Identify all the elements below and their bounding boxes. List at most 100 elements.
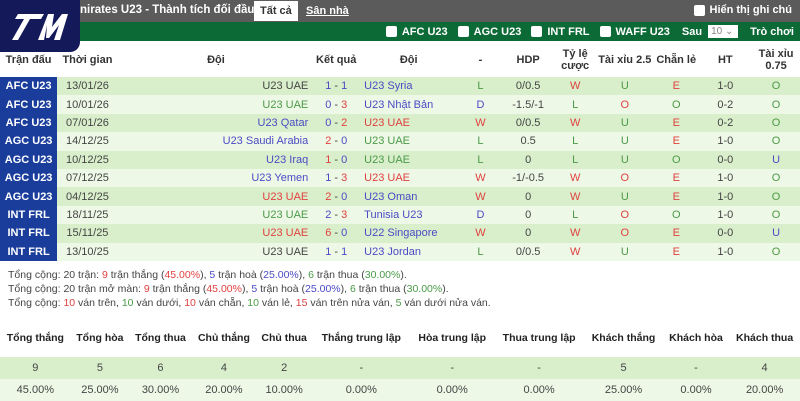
home-score: 2 bbox=[325, 135, 332, 148]
games-link[interactable]: Trò chơi bbox=[750, 25, 794, 38]
league-badge: AGC U23 bbox=[0, 132, 58, 151]
site-logo bbox=[0, 0, 80, 52]
checkbox[interactable] bbox=[599, 26, 611, 37]
table-row[interactable]: AGC U23 04/12/25 U23 UAE 2 - 0 U23 Oman W 0 W U E… bbox=[0, 187, 800, 206]
filter-bar: AFC U23 AGC U23 INT FRL WAFF U23 Sau 10 … bbox=[0, 22, 800, 41]
over-under-0-75: O bbox=[752, 77, 800, 96]
summary-segment: 6 bbox=[308, 269, 314, 281]
score-separator: - bbox=[331, 245, 342, 258]
odd-even: E bbox=[653, 113, 699, 133]
league-badge: AGC U23 bbox=[0, 187, 58, 206]
filter-agc-u23[interactable]: AGC U23 bbox=[457, 26, 521, 38]
totals-header: Tổng hòa bbox=[76, 332, 124, 344]
match-date: 07/01/26 bbox=[57, 113, 118, 133]
over-under-0-75: O bbox=[752, 113, 800, 133]
result: L bbox=[459, 77, 502, 96]
summary-segment: ), bbox=[298, 269, 309, 281]
title-bar: nirates U23 - Thành tích đối đầu Tất cả … bbox=[0, 0, 800, 22]
over-under-2-5: O bbox=[595, 224, 654, 243]
odd-even: O bbox=[653, 150, 699, 169]
tab-home[interactable]: Sân nhà bbox=[306, 5, 349, 17]
table-row[interactable]: AFC U23 07/01/26 U23 Qatar 0 - 2 U23 UAE W 0/0… bbox=[0, 113, 800, 133]
away-team: U23 UAE bbox=[358, 150, 460, 169]
table-row[interactable]: INT FRL 15/11/25 U23 UAE 6 - 0 U22 Singapore… bbox=[0, 224, 800, 243]
table-row[interactable]: INT FRL 18/11/25 U23 UAE 2 - 3 Tunisia U23 D 0… bbox=[0, 205, 800, 225]
odds-result: W bbox=[554, 77, 596, 96]
table-row[interactable]: AFC U23 10/01/26 U23 UAE 0 - 3 U23 Nhật Bản D… bbox=[0, 95, 800, 114]
away-score: 1 bbox=[341, 80, 348, 93]
half-time-score: 1-0 bbox=[698, 132, 753, 151]
half-time-score: 1-0 bbox=[698, 187, 753, 206]
checkbox[interactable] bbox=[531, 26, 543, 37]
league-badge: INT FRL bbox=[0, 205, 58, 225]
half-time-score: 1-0 bbox=[698, 168, 753, 188]
totals-percent: 20.00% bbox=[191, 379, 257, 401]
totals-count: 6 bbox=[129, 357, 192, 379]
over-under-0-75: O bbox=[752, 205, 800, 225]
summary-segment: trận thua ( bbox=[313, 269, 365, 281]
score-separator: - bbox=[331, 153, 342, 166]
home-team: U23 UAE bbox=[117, 187, 315, 206]
totals-count: 4 bbox=[191, 357, 257, 379]
over-under-0-75: U bbox=[752, 150, 800, 169]
filter-waff-u23[interactable]: WAFF U23 bbox=[599, 26, 670, 38]
over-under-0-75: U bbox=[752, 224, 800, 243]
result: W bbox=[459, 113, 502, 133]
column-header: Trận đấu bbox=[5, 53, 52, 66]
summary-segment: ván dưới nửa ván. bbox=[401, 297, 491, 309]
table-row[interactable]: INT FRL 13/10/25 U23 UAE 1 - 1 U23 Jordan L 0/… bbox=[0, 242, 800, 261]
score: 6 - 0 bbox=[314, 224, 359, 243]
summary-segment: trận thắng ( bbox=[149, 283, 207, 295]
summary-segment: 25.00% bbox=[305, 283, 341, 295]
page-title: nirates U23 - Thành tích đối đầu bbox=[80, 4, 255, 16]
score: 1 - 1 bbox=[314, 77, 359, 96]
select-value: 10 bbox=[711, 26, 723, 37]
away-score: 3 bbox=[341, 98, 348, 111]
score-separator: - bbox=[331, 135, 342, 148]
summary-segment: 5 bbox=[251, 283, 258, 295]
table-row[interactable]: AGC U23 14/12/25 U23 Saudi Arabia 2 - 0 U23 … bbox=[0, 132, 800, 151]
totals-count: - bbox=[494, 357, 585, 379]
tab-all[interactable]: Tất cả bbox=[254, 1, 298, 21]
totals-count: - bbox=[312, 357, 411, 379]
summary-segment: 9 bbox=[143, 283, 150, 295]
checkbox[interactable] bbox=[693, 4, 705, 16]
away-team: Tunisia U23 bbox=[358, 205, 460, 225]
handicap: 0 bbox=[501, 205, 555, 225]
odds-result: L bbox=[554, 150, 596, 169]
odds-result: W bbox=[554, 187, 596, 206]
home-score: 2 bbox=[325, 208, 332, 221]
checkbox[interactable] bbox=[385, 26, 397, 37]
home-score: 1 bbox=[325, 153, 332, 166]
match-count-select[interactable]: 10 ⌄ bbox=[708, 25, 739, 38]
checkbox[interactable] bbox=[457, 26, 469, 37]
summary-line: Tổng cộng: 20 trận mở màn: 9 trận thắng … bbox=[8, 282, 491, 296]
filter-afc-u23[interactable]: AFC U23 bbox=[385, 26, 448, 38]
totals-percent: 20.00% bbox=[729, 379, 800, 401]
summary-segment: ván lẻ, bbox=[258, 297, 296, 309]
over-under-2-5: U bbox=[595, 150, 654, 169]
result: L bbox=[459, 132, 502, 151]
table-row[interactable]: AGC U23 07/12/25 U23 Yemen 1 - 3 U23 UAE W -1/… bbox=[0, 168, 800, 188]
home-team: U23 Saudi Arabia bbox=[117, 132, 315, 151]
summary-segment: 15 bbox=[295, 297, 308, 309]
odds-result: L bbox=[554, 95, 596, 114]
summary-segment: ). bbox=[442, 283, 449, 295]
filter-int-frl[interactable]: INT FRL bbox=[531, 26, 590, 38]
home-team: U23 UAE bbox=[117, 224, 315, 243]
summary-segment: Tổng cộng: bbox=[8, 297, 64, 309]
column-header: HT bbox=[717, 53, 733, 66]
show-notes-toggle[interactable]: Hiển thị ghi chú bbox=[693, 4, 792, 16]
summary-segment: 5 bbox=[395, 297, 402, 309]
league-badge: AFC U23 bbox=[0, 77, 58, 96]
summary-line: Tổng cộng: 20 trận: 9 trận thắng (45.00%… bbox=[8, 268, 491, 282]
handicap: 0/0.5 bbox=[501, 242, 555, 261]
summary-segment: trận thua ( bbox=[355, 283, 407, 295]
table-row[interactable]: AFC U23 13/01/26 U23 UAE 1 - 1 U23 Syria L 0/0… bbox=[0, 77, 800, 96]
table-row[interactable]: AGC U23 10/12/25 U23 Iraq 1 - 0 U23 UAE L 0 L U O… bbox=[0, 150, 800, 169]
totals-count: - bbox=[662, 357, 730, 379]
odds-result: L bbox=[554, 205, 596, 225]
match-date: 10/12/25 bbox=[57, 150, 118, 169]
odd-even: O bbox=[653, 95, 699, 114]
away-team: U23 Jordan bbox=[358, 242, 460, 261]
